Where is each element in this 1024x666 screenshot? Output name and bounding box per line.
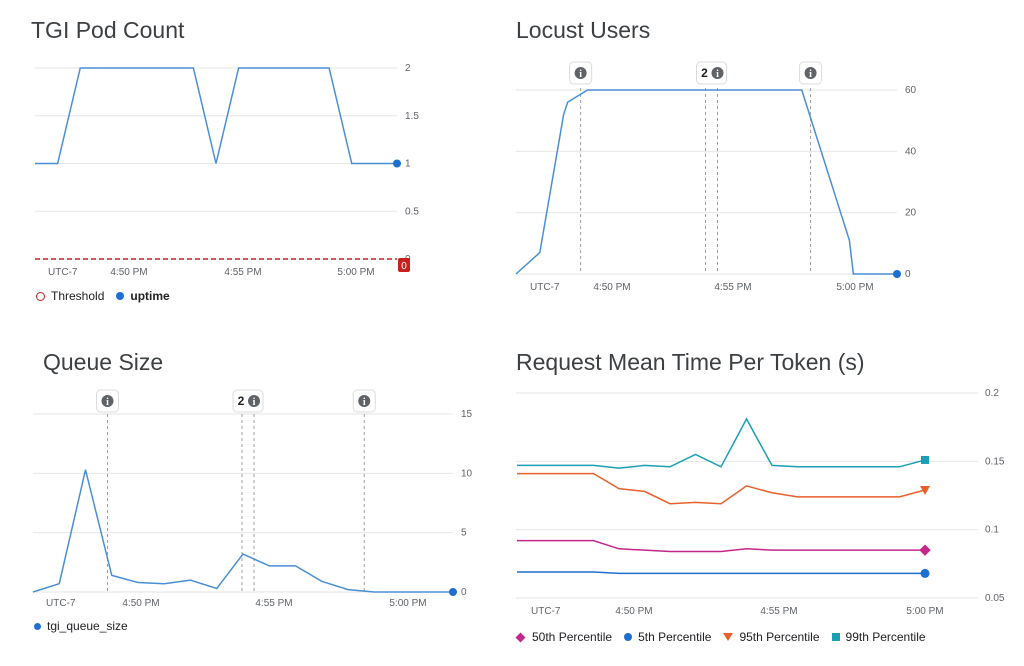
end-marker-dot (393, 159, 401, 168)
x-tick-label: UTC-7 (46, 598, 76, 609)
legend-item-99th[interactable]: 99th Percentile (831, 630, 926, 644)
x-tick-label: 4:55 PM (224, 267, 261, 278)
end-marker-diamond (919, 544, 931, 556)
info-icon-glyph: i (716, 69, 719, 80)
chart-legend: 50th Percentile 5th Percentile 95th Perc… (515, 630, 938, 644)
info-icon (711, 67, 724, 79)
info-icon-glyph: i (579, 69, 582, 80)
y-tick-label: 0.1 (985, 525, 999, 536)
x-tick-label: UTC-7 (48, 267, 78, 278)
info-icon (804, 67, 817, 79)
end-marker-dot (893, 270, 901, 278)
info-icon-glyph: i (253, 397, 256, 408)
square-icon (831, 633, 840, 641)
info-icon (248, 395, 260, 407)
chart-panel-locust-users: Locust Users 60 40 20 0 UTC-7 4:50 PM 4:55 PM 5… (515, 17, 917, 293)
x-tick-label: 4:50 PM (615, 606, 652, 617)
x-tick-label: 4:55 PM (760, 606, 797, 617)
threshold-badge (398, 258, 410, 272)
y-tick-label: 15 (461, 409, 473, 420)
end-marker-triangle (920, 486, 930, 496)
info-icon (358, 395, 371, 407)
y-tick-label: 0.05 (985, 593, 1005, 604)
triangle-icon (723, 633, 734, 641)
info-icon (101, 395, 114, 407)
x-tick-label: UTC-7 (531, 606, 561, 617)
legend-label: 50th Percentile (532, 630, 613, 644)
legend-item-5th[interactable]: 5th Percentile (624, 630, 711, 644)
x-tick-label: 4:50 PM (122, 598, 159, 609)
y-tick-label: 2 (405, 63, 411, 74)
x-tick-label: 5:00 PM (337, 267, 374, 278)
y-tick-label: 1.5 (405, 111, 419, 122)
y-tick-label: 0.15 (985, 456, 1005, 467)
queue-dot-icon (34, 622, 41, 630)
x-tick-label: 4:55 PM (714, 282, 751, 293)
x-tick-label: 5:00 PM (906, 606, 943, 617)
x-tick-label: 5:00 PM (389, 598, 426, 609)
end-marker-dot (449, 588, 457, 596)
legend-label: 95th Percentile (739, 630, 820, 644)
end-marker-square (921, 455, 929, 464)
legend-label: tgi_queue_size (47, 619, 128, 633)
chart-title: Locust Users (516, 17, 651, 43)
chart-legend: Threshold uptime (36, 289, 182, 303)
x-tick-label: 4:50 PM (593, 282, 630, 293)
legend-item-95th[interactable]: 95th Percentile (723, 630, 820, 644)
chart-title: Queue Size (43, 349, 164, 375)
legend-label: Threshold (51, 289, 105, 303)
y-tick-label: 20 (905, 208, 917, 219)
x-tick-label: UTC-7 (530, 282, 560, 293)
circle-icon (624, 633, 633, 641)
threshold-circle-icon (36, 291, 45, 301)
legend-item-uptime[interactable]: uptime (116, 289, 170, 303)
y-tick-label: 0 (905, 269, 911, 280)
series-line-95th-percentile (517, 472, 926, 505)
legend-item-threshold[interactable]: Threshold (36, 289, 104, 303)
y-tick-label: 1 (405, 159, 411, 170)
x-tick-label: 4:50 PM (110, 267, 147, 278)
chart-panel-tgi-pod-count: TGI Pod Count 2 1.5 1 0.5 0 UTC-7 4:50 PM 4:55 … (0, 0, 512, 333)
y-tick-label: 10 (461, 468, 473, 479)
threshold-badge-label: 0 (401, 261, 407, 272)
x-tick-label: 5:00 PM (836, 282, 873, 293)
diamond-icon (515, 632, 526, 642)
chart-title: Request Mean Time Per Token (s) (516, 349, 865, 375)
y-tick-label: 0.5 (405, 206, 419, 217)
chart-panel-queue-size: Queue Size 15 10 5 0 UTC-7 4:50 PM 4:55 PM 5:00… (32, 349, 473, 633)
x-tick-label: 4:55 PM (255, 598, 292, 609)
annotation-count: 2 (701, 66, 708, 80)
series-line-5th-percentile (517, 571, 925, 575)
y-tick-label: 0 (461, 587, 467, 598)
end-marker-circle (920, 568, 930, 578)
info-icon-glyph: i (106, 397, 109, 408)
y-tick-label: 5 (461, 528, 467, 539)
legend-label: uptime (130, 289, 170, 303)
y-tick-label: 60 (905, 85, 917, 96)
legend-label: 99th Percentile (845, 630, 926, 644)
info-icon-glyph: i (363, 397, 366, 408)
chart-title: TGI Pod Count (31, 17, 185, 43)
legend-item-50th[interactable]: 50th Percentile (515, 630, 613, 644)
legend-item-tgi-queue-size[interactable]: tgi_queue_size (34, 619, 128, 633)
series-line-50th-percentile (517, 539, 925, 553)
y-tick-label: 40 (905, 146, 917, 157)
uptime-dot-icon (116, 292, 125, 300)
chart-legend: tgi_queue_size (34, 619, 140, 633)
y-tick-label: 0.2 (985, 388, 999, 399)
series-line-99th-percentile (517, 417, 926, 469)
info-icon (574, 67, 587, 79)
annotation-count: 2 (238, 394, 245, 408)
legend-label: 5th Percentile (638, 630, 712, 644)
info-icon-glyph: i (809, 69, 812, 80)
